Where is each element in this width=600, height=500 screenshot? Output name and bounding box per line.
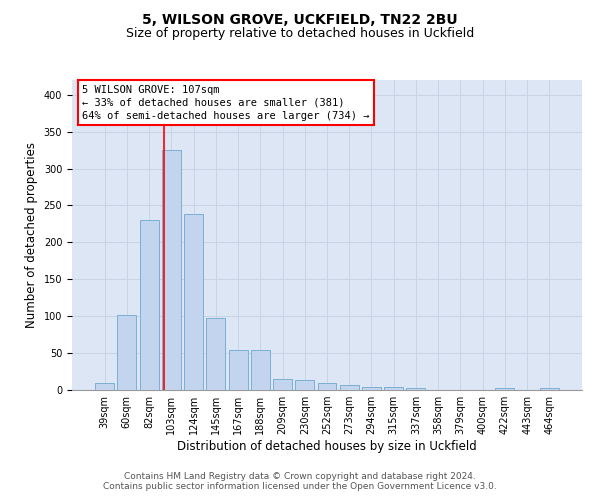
Text: Contains HM Land Registry data © Crown copyright and database right 2024.: Contains HM Land Registry data © Crown c… bbox=[124, 472, 476, 481]
Bar bbox=[362, 387, 381, 390]
Bar bbox=[295, 380, 314, 390]
Bar bbox=[140, 220, 158, 390]
Text: 5 WILSON GROVE: 107sqm
← 33% of detached houses are smaller (381)
64% of semi-de: 5 WILSON GROVE: 107sqm ← 33% of detached… bbox=[82, 84, 370, 121]
Text: 5, WILSON GROVE, UCKFIELD, TN22 2BU: 5, WILSON GROVE, UCKFIELD, TN22 2BU bbox=[142, 12, 458, 26]
Text: Contains public sector information licensed under the Open Government Licence v3: Contains public sector information licen… bbox=[103, 482, 497, 491]
Bar bbox=[273, 379, 292, 390]
Bar bbox=[184, 214, 203, 390]
Bar bbox=[118, 314, 136, 390]
Bar bbox=[540, 388, 559, 390]
X-axis label: Distribution of detached houses by size in Uckfield: Distribution of detached houses by size … bbox=[177, 440, 477, 453]
Text: Size of property relative to detached houses in Uckfield: Size of property relative to detached ho… bbox=[126, 28, 474, 40]
Bar bbox=[206, 318, 225, 390]
Bar bbox=[384, 387, 403, 390]
Bar bbox=[406, 388, 425, 390]
Bar bbox=[251, 350, 270, 390]
Y-axis label: Number of detached properties: Number of detached properties bbox=[25, 142, 38, 328]
Bar bbox=[162, 150, 181, 390]
Bar bbox=[496, 388, 514, 390]
Bar bbox=[229, 350, 248, 390]
Bar bbox=[340, 385, 359, 390]
Bar bbox=[317, 382, 337, 390]
Bar bbox=[95, 382, 114, 390]
